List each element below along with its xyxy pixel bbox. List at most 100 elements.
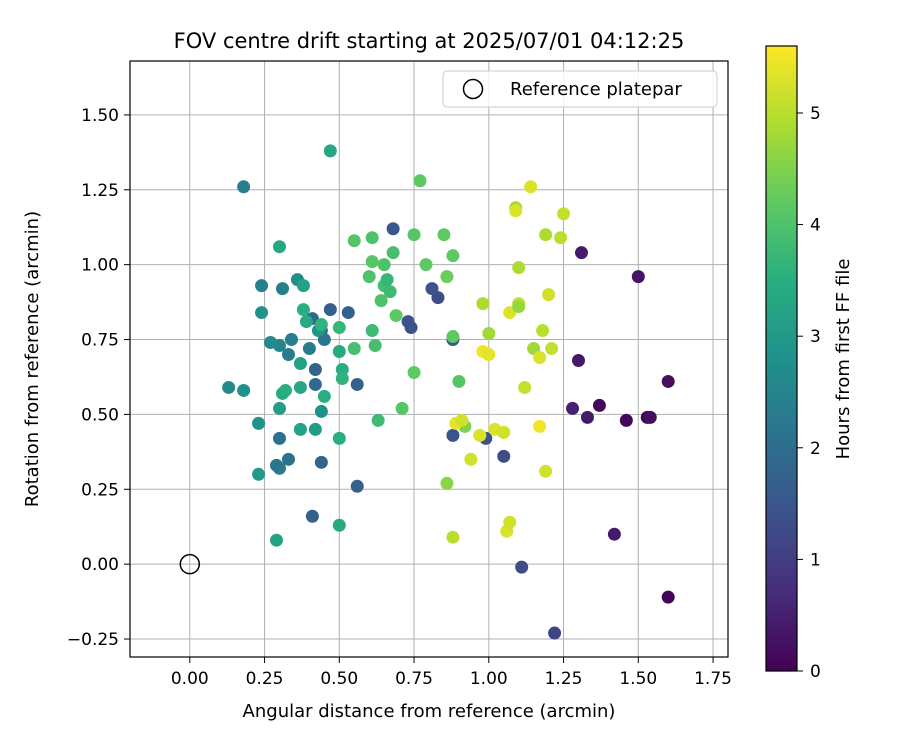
data-point bbox=[273, 431, 286, 445]
x-tick-label: 1.50 bbox=[619, 669, 657, 689]
data-point bbox=[350, 479, 364, 493]
data-point bbox=[452, 374, 466, 388]
data-point bbox=[332, 431, 346, 445]
data-point bbox=[270, 533, 284, 547]
grid bbox=[130, 61, 728, 657]
y-tick-label: 0.25 bbox=[81, 480, 119, 500]
y-tick-label: 0.75 bbox=[81, 331, 119, 351]
data-point bbox=[419, 258, 433, 272]
legend-label: Reference platepar bbox=[510, 79, 682, 100]
colorbar-tick-label: 0 bbox=[810, 662, 821, 682]
data-point bbox=[389, 309, 403, 323]
x-tick-label: 0.50 bbox=[320, 669, 358, 689]
data-point bbox=[293, 422, 307, 436]
data-point bbox=[380, 273, 394, 287]
data-point bbox=[335, 371, 349, 385]
data-point bbox=[281, 452, 295, 466]
data-point bbox=[332, 518, 346, 532]
data-point bbox=[512, 300, 526, 314]
data-point bbox=[293, 380, 307, 394]
y-axis-label: Rotation from reference (arcmin) bbox=[22, 211, 43, 507]
data-point bbox=[548, 626, 562, 640]
data-point bbox=[314, 455, 328, 469]
data-point bbox=[533, 351, 547, 365]
data-point bbox=[631, 270, 645, 284]
data-point bbox=[536, 324, 550, 338]
colorbar: 0 1 2 3 4 5 Hours from first FF file bbox=[765, 45, 854, 682]
colorbar-ticks: 0 1 2 3 4 5 bbox=[797, 104, 821, 682]
data-point bbox=[323, 303, 337, 317]
x-axis-ticks: 0.00 0.25 0.50 0.75 1.00 1.25 1.50 1.75 bbox=[171, 657, 732, 689]
data-point bbox=[407, 228, 421, 242]
colorbar-tick-label: 3 bbox=[810, 327, 821, 347]
data-point bbox=[383, 285, 397, 299]
data-point bbox=[413, 174, 427, 188]
data-point bbox=[661, 590, 675, 604]
data-point bbox=[395, 401, 409, 415]
data-point bbox=[440, 476, 454, 490]
y-tick-label: 1.00 bbox=[81, 256, 119, 276]
colorbar-tick-label: 1 bbox=[810, 550, 821, 570]
data-point bbox=[237, 383, 251, 397]
data-point bbox=[299, 315, 313, 329]
data-point bbox=[566, 401, 580, 415]
data-point bbox=[252, 467, 266, 481]
data-point bbox=[592, 398, 606, 412]
data-point bbox=[252, 416, 266, 430]
data-point bbox=[341, 306, 355, 320]
data-point bbox=[545, 342, 559, 356]
data-point bbox=[574, 246, 588, 260]
data-point bbox=[323, 144, 337, 158]
data-point bbox=[365, 231, 379, 245]
data-point bbox=[332, 345, 346, 359]
data-point bbox=[308, 422, 322, 436]
data-point bbox=[497, 425, 511, 439]
y-tick-label: 1.50 bbox=[81, 106, 119, 126]
y-tick-label: −0.25 bbox=[67, 630, 119, 650]
x-tick-label: 0.25 bbox=[246, 669, 284, 689]
data-point bbox=[476, 297, 490, 311]
data-point bbox=[572, 353, 585, 367]
data-point bbox=[255, 279, 269, 293]
data-point bbox=[512, 261, 526, 275]
data-point bbox=[296, 279, 310, 293]
data-point bbox=[255, 306, 269, 320]
data-point bbox=[401, 315, 415, 329]
data-point bbox=[270, 458, 284, 472]
data-point bbox=[368, 339, 382, 353]
data-points bbox=[222, 144, 675, 640]
data-point bbox=[542, 288, 556, 302]
data-point bbox=[524, 180, 538, 194]
data-point bbox=[273, 240, 286, 254]
data-point bbox=[308, 377, 322, 391]
x-tick-label: 1.00 bbox=[470, 669, 508, 689]
y-tick-label: 1.25 bbox=[81, 181, 119, 201]
data-point bbox=[386, 222, 400, 236]
data-point bbox=[482, 327, 496, 341]
data-point bbox=[497, 449, 511, 463]
data-point bbox=[455, 413, 469, 427]
data-point bbox=[661, 374, 675, 388]
data-point bbox=[308, 362, 322, 376]
data-point bbox=[464, 452, 478, 466]
data-point bbox=[377, 258, 391, 272]
data-point bbox=[275, 282, 289, 296]
data-point bbox=[347, 342, 361, 356]
colorbar-tick-label: 5 bbox=[810, 104, 821, 124]
data-point bbox=[515, 560, 529, 574]
data-point bbox=[365, 324, 379, 338]
y-tick-label: 0.50 bbox=[81, 405, 119, 425]
data-point bbox=[222, 380, 236, 394]
data-point bbox=[473, 428, 487, 442]
data-point bbox=[437, 228, 451, 242]
y-axis-ticks: −0.25 0.00 0.25 0.50 0.75 1.00 1.25 1.50 bbox=[67, 106, 130, 650]
data-point bbox=[503, 515, 517, 529]
data-point bbox=[607, 527, 621, 541]
chart-title: FOV centre drift starting at 2025/07/01 … bbox=[174, 29, 685, 53]
data-point bbox=[374, 294, 388, 308]
data-point bbox=[518, 380, 532, 394]
data-point bbox=[440, 270, 454, 284]
data-point bbox=[273, 401, 286, 415]
legend: Reference platepar bbox=[442, 70, 718, 108]
data-point bbox=[446, 249, 460, 263]
